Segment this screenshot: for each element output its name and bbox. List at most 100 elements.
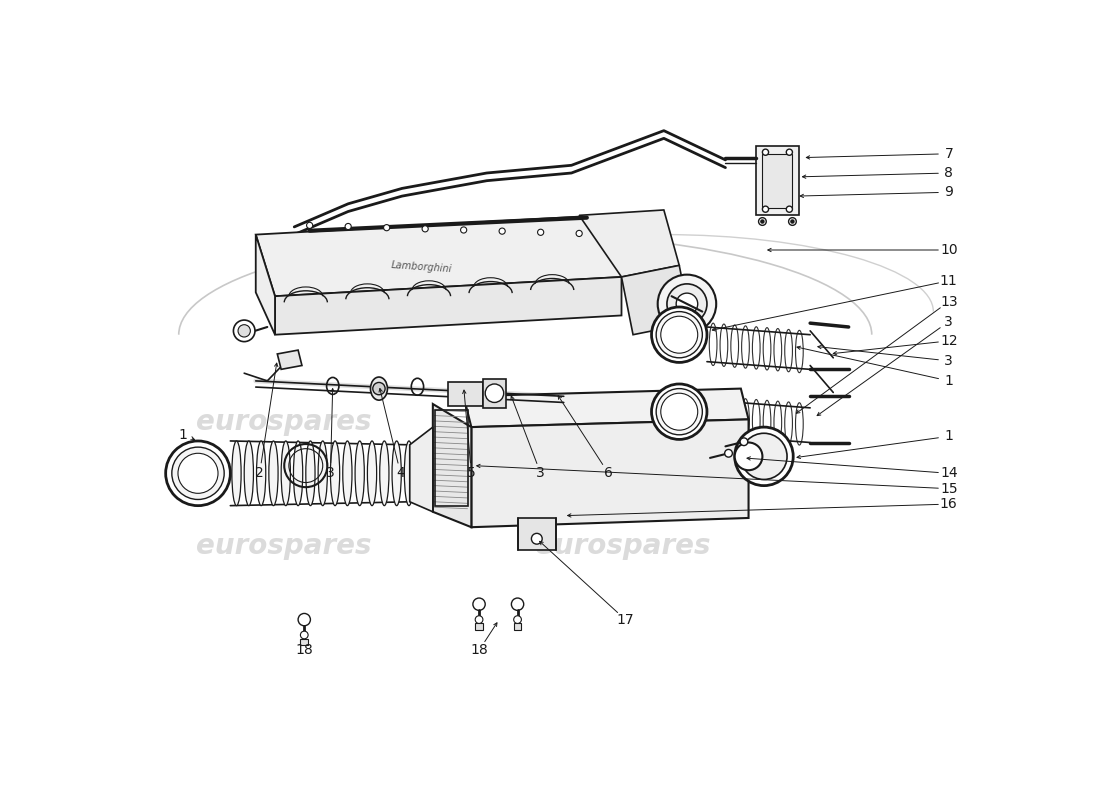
Circle shape <box>298 614 310 626</box>
Text: 5: 5 <box>468 466 475 480</box>
Text: 3: 3 <box>326 466 334 480</box>
Circle shape <box>735 442 762 470</box>
Circle shape <box>786 149 792 155</box>
Text: 7: 7 <box>945 146 953 161</box>
Text: eurospares: eurospares <box>197 409 372 437</box>
Circle shape <box>661 316 697 353</box>
Polygon shape <box>275 277 622 334</box>
Ellipse shape <box>355 441 364 506</box>
Ellipse shape <box>256 441 266 506</box>
Circle shape <box>461 227 466 233</box>
Circle shape <box>531 534 542 544</box>
Circle shape <box>475 616 483 623</box>
Polygon shape <box>277 350 301 370</box>
Circle shape <box>661 394 697 430</box>
Text: 1: 1 <box>944 430 954 443</box>
Circle shape <box>307 222 312 229</box>
Bar <box>514 623 521 630</box>
Circle shape <box>651 384 707 439</box>
Text: 18: 18 <box>470 643 488 658</box>
Bar <box>436 410 468 506</box>
Polygon shape <box>433 404 472 527</box>
Circle shape <box>762 206 769 212</box>
Text: Lamborghini: Lamborghini <box>390 260 452 274</box>
Ellipse shape <box>282 441 290 506</box>
Circle shape <box>384 225 389 230</box>
Circle shape <box>651 307 707 362</box>
Circle shape <box>485 384 504 402</box>
Circle shape <box>725 450 733 457</box>
Circle shape <box>762 149 769 155</box>
Text: 12: 12 <box>939 334 958 348</box>
Ellipse shape <box>306 441 315 506</box>
Circle shape <box>178 454 218 494</box>
Bar <box>757 146 799 215</box>
Ellipse shape <box>343 441 352 506</box>
Circle shape <box>676 293 697 314</box>
Bar <box>762 154 792 208</box>
Circle shape <box>512 598 524 610</box>
Bar <box>475 623 483 630</box>
Circle shape <box>373 382 385 394</box>
Ellipse shape <box>318 441 328 506</box>
Text: 8: 8 <box>944 166 954 180</box>
Text: 18: 18 <box>296 643 314 658</box>
Text: 9: 9 <box>944 186 954 199</box>
Circle shape <box>735 427 793 486</box>
Text: 13: 13 <box>939 294 958 309</box>
Polygon shape <box>472 419 749 527</box>
Ellipse shape <box>405 441 414 506</box>
Circle shape <box>761 220 763 223</box>
Circle shape <box>658 274 716 333</box>
Text: eurospares: eurospares <box>536 532 711 560</box>
Ellipse shape <box>367 441 376 506</box>
Circle shape <box>300 631 308 639</box>
Ellipse shape <box>379 441 389 506</box>
Circle shape <box>166 441 230 506</box>
Circle shape <box>233 320 255 342</box>
Ellipse shape <box>392 441 402 506</box>
Bar <box>300 639 308 645</box>
Text: eurospares: eurospares <box>197 532 372 560</box>
Polygon shape <box>580 210 680 277</box>
Ellipse shape <box>268 441 278 506</box>
Text: 10: 10 <box>939 243 958 257</box>
Polygon shape <box>255 215 622 296</box>
Circle shape <box>786 206 792 212</box>
Text: 4: 4 <box>396 466 405 480</box>
Circle shape <box>667 284 707 324</box>
Bar <box>449 382 483 406</box>
Circle shape <box>789 218 796 226</box>
Text: 16: 16 <box>939 497 958 511</box>
Ellipse shape <box>294 441 302 506</box>
Circle shape <box>538 230 543 235</box>
Circle shape <box>345 223 351 230</box>
Text: 3: 3 <box>945 354 953 368</box>
Text: 6: 6 <box>604 466 613 480</box>
Text: 2: 2 <box>255 466 264 480</box>
Polygon shape <box>409 427 433 512</box>
Circle shape <box>514 616 521 623</box>
Circle shape <box>576 230 582 237</box>
Text: 1: 1 <box>178 428 187 442</box>
Text: eurospares: eurospares <box>536 409 711 437</box>
Polygon shape <box>621 266 691 334</box>
Circle shape <box>656 311 703 358</box>
Text: 14: 14 <box>939 466 958 480</box>
Ellipse shape <box>232 441 241 506</box>
Text: 15: 15 <box>939 482 958 496</box>
Circle shape <box>759 218 767 226</box>
Ellipse shape <box>371 377 387 400</box>
Circle shape <box>499 228 505 234</box>
Polygon shape <box>464 389 749 427</box>
Text: 3: 3 <box>945 314 953 329</box>
Polygon shape <box>255 234 275 334</box>
Text: 3: 3 <box>537 466 544 480</box>
Text: 11: 11 <box>939 274 958 288</box>
Circle shape <box>791 220 794 223</box>
Circle shape <box>238 325 251 337</box>
Ellipse shape <box>244 441 253 506</box>
Bar <box>483 378 506 408</box>
Circle shape <box>656 389 703 435</box>
Circle shape <box>741 434 788 479</box>
